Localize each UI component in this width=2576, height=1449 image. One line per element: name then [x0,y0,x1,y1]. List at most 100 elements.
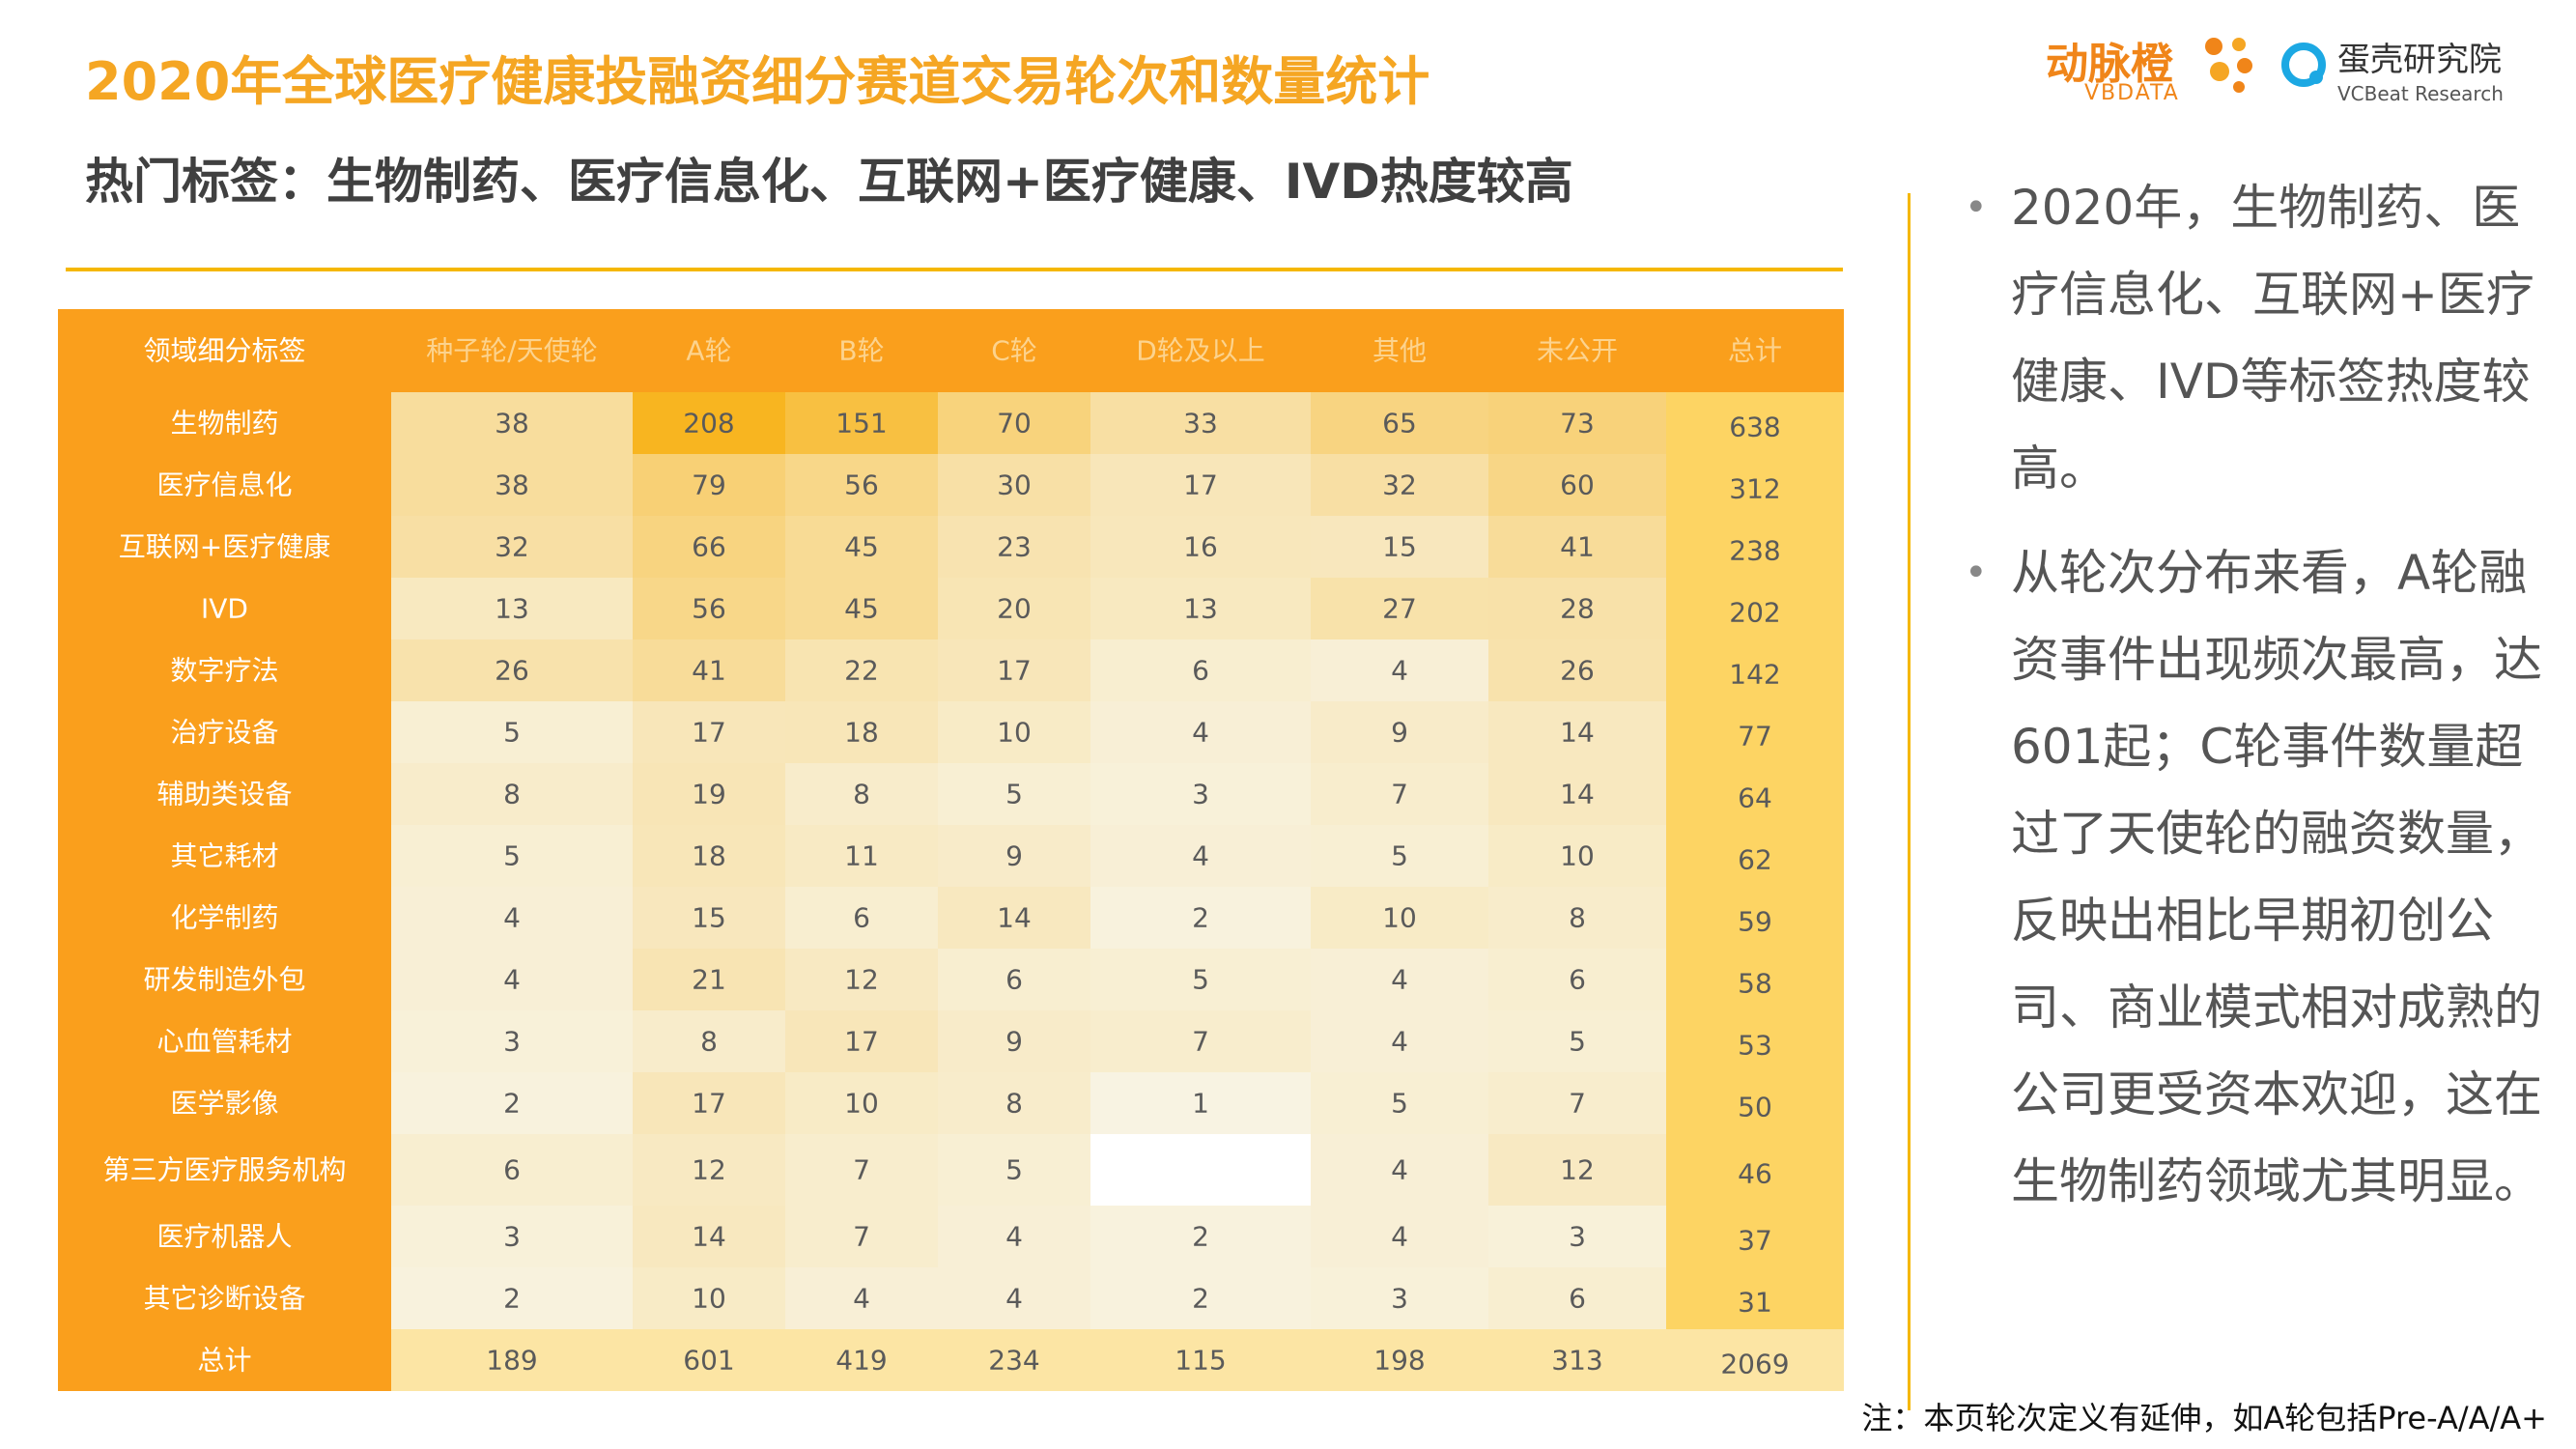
cell-value: 6 [853,902,870,934]
page-title: 2020年全球医疗健康投融资细分赛道交易轮次和数量统计 [85,51,1430,112]
heat-cell [1488,392,1666,454]
total-value: 46 [1738,1158,1772,1190]
cell-value: 4 [503,902,521,934]
heat-cell [1488,1072,1666,1134]
total-column-cell [1666,763,1844,825]
heat-cell [1090,763,1311,825]
heat-cell [1488,454,1666,516]
cell-value: 26 [495,655,529,687]
cell-value: 10 [844,1088,879,1120]
total-value: 62 [1738,844,1772,876]
cell-value: 4 [1391,655,1408,687]
cell-value: 73 [1560,408,1595,440]
heat-cell [391,949,633,1010]
heat-cell [1311,825,1488,887]
total-column-cell [1666,639,1844,701]
cell-value: 3 [1391,1283,1408,1315]
row-label-cell [58,1329,391,1391]
cell-value: 4 [503,964,521,996]
row-label: 化学制药 [170,902,278,934]
heat-cell [1311,392,1488,454]
cell-value: 8 [700,1026,718,1058]
cell-value: 17 [997,655,1032,687]
heat-cell [1311,1010,1488,1072]
cell-value: 11 [844,840,879,872]
heat-cell [1090,949,1311,1010]
cell-value: 14 [692,1221,726,1253]
cell-value: 15 [1382,531,1417,563]
row-label-cell [58,639,391,701]
heat-cell [1488,1267,1666,1329]
vcbeat-logo-en: VCBeat Research [2337,82,2504,105]
cell-value: 15 [692,902,726,934]
total-column-cell [1666,516,1844,578]
footnote: 注：本页轮次定义有延伸，如A轮包括Pre-A/A/A+ [1861,1400,2547,1436]
cell-value: 4 [1192,840,1209,872]
column-header: D轮及以上 [1136,335,1265,367]
column-header: B轮 [838,335,884,367]
cell-value: 12 [844,964,879,996]
total-column-cell [1666,454,1844,516]
cell-value: 189 [486,1345,537,1377]
heat-cell [391,1072,633,1134]
cell-value: 18 [844,717,879,749]
heat-cell [1311,887,1488,949]
heat-cell [391,578,633,639]
row-label-cell [58,454,391,516]
heat-cell [633,516,785,578]
cell-value: 4 [1391,1026,1408,1058]
heat-cell [1090,392,1311,454]
cell-value: 70 [997,408,1032,440]
cell-value: 26 [1560,655,1595,687]
cell-value: 17 [1183,469,1218,501]
vbdata-logo-cn: 动脉橙 [2046,40,2173,89]
cell-value: 2 [503,1283,521,1315]
cell-value: 33 [1183,408,1218,440]
heat-cell [938,887,1090,949]
total-value: 202 [1729,597,1780,629]
heat-cell [1090,1072,1311,1134]
cell-value: 3 [1192,779,1209,810]
heat-cell [391,1010,633,1072]
row-label: 医疗信息化 [156,469,292,501]
cell-value: 5 [1391,840,1408,872]
row-label: 互联网+医疗健康 [119,531,330,563]
heat-cell [633,887,785,949]
heat-cell [391,1206,633,1267]
heat-cell [633,1206,785,1267]
vcbeat-mark-icon [2281,43,2326,87]
row-label-cell [58,1206,391,1267]
cell-value: 6 [1569,1283,1586,1315]
total-column-cell [1666,825,1844,887]
heat-cell [1311,1206,1488,1267]
heat-cell [785,763,938,825]
title-divider [66,268,1843,271]
cell-value: 45 [844,593,879,625]
cell-value: 2 [503,1088,521,1120]
cell-value: 4 [1391,1154,1408,1186]
cell-value: 17 [692,1088,726,1120]
heat-cell [633,392,785,454]
cell-value: 12 [692,1154,726,1186]
cell-value: 14 [997,902,1032,934]
cell-value: 56 [692,593,726,625]
cell-value: 5 [503,840,521,872]
heat-cell [1311,1072,1488,1134]
cell-value: 4 [1391,964,1408,996]
total-column-cell [1666,578,1844,639]
heat-cell [1488,516,1666,578]
heat-cell [938,639,1090,701]
heat-cell [785,1010,938,1072]
row-label: 研发制造外包 [143,964,305,996]
cell-value: 3 [1569,1221,1586,1253]
row-label: 辅助类设备 [156,779,292,810]
total-row-cell [1311,1329,1488,1391]
cell-value: 5 [1391,1088,1408,1120]
row-label-cell [58,1010,391,1072]
total-value: 238 [1729,535,1780,567]
heat-cell [785,1267,938,1329]
cell-value: 16 [1183,531,1218,563]
column-header: 总计 [1728,335,1782,367]
total-column-cell [1666,1267,1844,1329]
vbdata-logo: 动脉橙 VBDATA [2046,29,2249,106]
